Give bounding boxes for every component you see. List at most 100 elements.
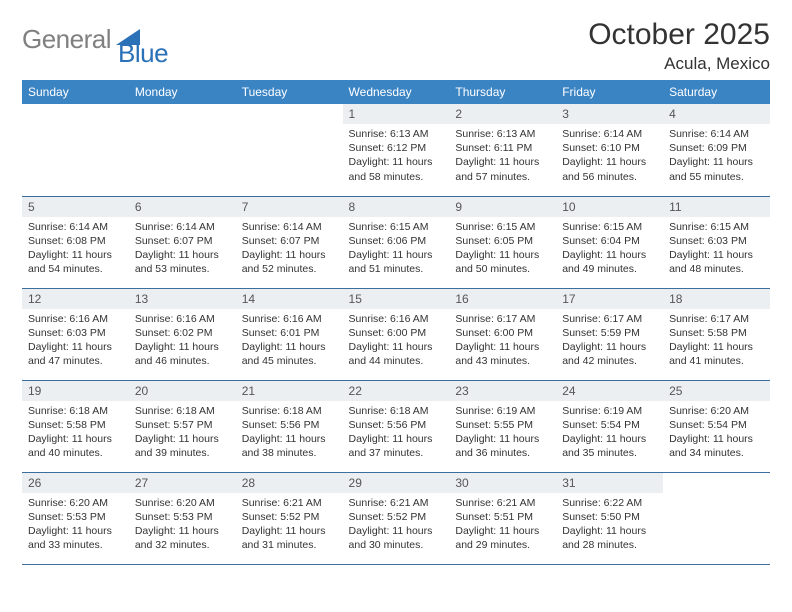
day-number: 29	[343, 473, 450, 493]
weekday-header-row: SundayMondayTuesdayWednesdayThursdayFrid…	[22, 80, 770, 104]
calendar-cell: 21Sunrise: 6:18 AMSunset: 5:56 PMDayligh…	[236, 380, 343, 472]
calendar-cell: 22Sunrise: 6:18 AMSunset: 5:56 PMDayligh…	[343, 380, 450, 472]
day-body: Sunrise: 6:18 AMSunset: 5:57 PMDaylight:…	[129, 401, 236, 465]
calendar-row: 1Sunrise: 6:13 AMSunset: 6:12 PMDaylight…	[22, 104, 770, 196]
day-body: Sunrise: 6:14 AMSunset: 6:09 PMDaylight:…	[663, 124, 770, 188]
day-number: 5	[22, 197, 129, 217]
calendar-cell: 12Sunrise: 6:16 AMSunset: 6:03 PMDayligh…	[22, 288, 129, 380]
calendar-cell: 7Sunrise: 6:14 AMSunset: 6:07 PMDaylight…	[236, 196, 343, 288]
calendar-cell: 30Sunrise: 6:21 AMSunset: 5:51 PMDayligh…	[449, 472, 556, 564]
day-number: 2	[449, 104, 556, 124]
weekday-header: Thursday	[449, 80, 556, 104]
calendar-row: 26Sunrise: 6:20 AMSunset: 5:53 PMDayligh…	[22, 472, 770, 564]
day-body: Sunrise: 6:17 AMSunset: 5:58 PMDaylight:…	[663, 309, 770, 373]
day-body: Sunrise: 6:15 AMSunset: 6:06 PMDaylight:…	[343, 217, 450, 281]
day-body: Sunrise: 6:16 AMSunset: 6:03 PMDaylight:…	[22, 309, 129, 373]
day-body: Sunrise: 6:16 AMSunset: 6:02 PMDaylight:…	[129, 309, 236, 373]
calendar-cell: 14Sunrise: 6:16 AMSunset: 6:01 PMDayligh…	[236, 288, 343, 380]
day-number: 9	[449, 197, 556, 217]
day-number: 26	[22, 473, 129, 493]
day-body: Sunrise: 6:14 AMSunset: 6:07 PMDaylight:…	[129, 217, 236, 281]
calendar-cell: 4Sunrise: 6:14 AMSunset: 6:09 PMDaylight…	[663, 104, 770, 196]
day-body: Sunrise: 6:13 AMSunset: 6:12 PMDaylight:…	[343, 124, 450, 188]
day-number: 13	[129, 289, 236, 309]
day-number: 18	[663, 289, 770, 309]
day-number: 31	[556, 473, 663, 493]
title-block: October 2025 Acula, Mexico	[588, 18, 770, 74]
calendar-cell: 31Sunrise: 6:22 AMSunset: 5:50 PMDayligh…	[556, 472, 663, 564]
weekday-header: Sunday	[22, 80, 129, 104]
day-number: 19	[22, 381, 129, 401]
day-body: Sunrise: 6:21 AMSunset: 5:51 PMDaylight:…	[449, 493, 556, 557]
calendar-cell: 16Sunrise: 6:17 AMSunset: 6:00 PMDayligh…	[449, 288, 556, 380]
calendar-cell: 10Sunrise: 6:15 AMSunset: 6:04 PMDayligh…	[556, 196, 663, 288]
day-number: 24	[556, 381, 663, 401]
calendar-cell: 29Sunrise: 6:21 AMSunset: 5:52 PMDayligh…	[343, 472, 450, 564]
day-number: 25	[663, 381, 770, 401]
day-number: 30	[449, 473, 556, 493]
day-body: Sunrise: 6:16 AMSunset: 6:00 PMDaylight:…	[343, 309, 450, 373]
day-number: 28	[236, 473, 343, 493]
calendar-cell: 13Sunrise: 6:16 AMSunset: 6:02 PMDayligh…	[129, 288, 236, 380]
day-number: 7	[236, 197, 343, 217]
weekday-header: Tuesday	[236, 80, 343, 104]
calendar-cell: 23Sunrise: 6:19 AMSunset: 5:55 PMDayligh…	[449, 380, 556, 472]
day-body: Sunrise: 6:20 AMSunset: 5:54 PMDaylight:…	[663, 401, 770, 465]
calendar-cell: 18Sunrise: 6:17 AMSunset: 5:58 PMDayligh…	[663, 288, 770, 380]
calendar-cell: 6Sunrise: 6:14 AMSunset: 6:07 PMDaylight…	[129, 196, 236, 288]
day-number: 27	[129, 473, 236, 493]
day-number: 14	[236, 289, 343, 309]
day-body: Sunrise: 6:17 AMSunset: 5:59 PMDaylight:…	[556, 309, 663, 373]
calendar-cell: 9Sunrise: 6:15 AMSunset: 6:05 PMDaylight…	[449, 196, 556, 288]
day-number: 22	[343, 381, 450, 401]
day-number: 8	[343, 197, 450, 217]
calendar-cell: 17Sunrise: 6:17 AMSunset: 5:59 PMDayligh…	[556, 288, 663, 380]
calendar-cell: 19Sunrise: 6:18 AMSunset: 5:58 PMDayligh…	[22, 380, 129, 472]
day-body: Sunrise: 6:19 AMSunset: 5:54 PMDaylight:…	[556, 401, 663, 465]
day-number: 17	[556, 289, 663, 309]
calendar-cell: 24Sunrise: 6:19 AMSunset: 5:54 PMDayligh…	[556, 380, 663, 472]
day-body: Sunrise: 6:14 AMSunset: 6:07 PMDaylight:…	[236, 217, 343, 281]
calendar-body: 1Sunrise: 6:13 AMSunset: 6:12 PMDaylight…	[22, 104, 770, 564]
day-number: 20	[129, 381, 236, 401]
day-body: Sunrise: 6:20 AMSunset: 5:53 PMDaylight:…	[22, 493, 129, 557]
calendar-cell: 20Sunrise: 6:18 AMSunset: 5:57 PMDayligh…	[129, 380, 236, 472]
day-number: 12	[22, 289, 129, 309]
calendar-cell	[129, 104, 236, 196]
weekday-header: Monday	[129, 80, 236, 104]
day-body: Sunrise: 6:18 AMSunset: 5:56 PMDaylight:…	[236, 401, 343, 465]
day-number: 3	[556, 104, 663, 124]
day-body: Sunrise: 6:18 AMSunset: 5:58 PMDaylight:…	[22, 401, 129, 465]
calendar-cell: 26Sunrise: 6:20 AMSunset: 5:53 PMDayligh…	[22, 472, 129, 564]
day-number: 11	[663, 197, 770, 217]
day-body: Sunrise: 6:22 AMSunset: 5:50 PMDaylight:…	[556, 493, 663, 557]
calendar-table: SundayMondayTuesdayWednesdayThursdayFrid…	[22, 80, 770, 565]
day-number: 6	[129, 197, 236, 217]
calendar-cell: 15Sunrise: 6:16 AMSunset: 6:00 PMDayligh…	[343, 288, 450, 380]
logo: General Blue	[22, 24, 194, 55]
day-body: Sunrise: 6:21 AMSunset: 5:52 PMDaylight:…	[236, 493, 343, 557]
calendar-cell: 25Sunrise: 6:20 AMSunset: 5:54 PMDayligh…	[663, 380, 770, 472]
calendar-cell: 2Sunrise: 6:13 AMSunset: 6:11 PMDaylight…	[449, 104, 556, 196]
location: Acula, Mexico	[588, 54, 770, 74]
day-body: Sunrise: 6:19 AMSunset: 5:55 PMDaylight:…	[449, 401, 556, 465]
day-body: Sunrise: 6:17 AMSunset: 6:00 PMDaylight:…	[449, 309, 556, 373]
weekday-header: Friday	[556, 80, 663, 104]
calendar-row: 19Sunrise: 6:18 AMSunset: 5:58 PMDayligh…	[22, 380, 770, 472]
calendar-cell: 27Sunrise: 6:20 AMSunset: 5:53 PMDayligh…	[129, 472, 236, 564]
logo-text-blue: Blue	[118, 38, 168, 68]
day-number: 1	[343, 104, 450, 124]
calendar-cell: 11Sunrise: 6:15 AMSunset: 6:03 PMDayligh…	[663, 196, 770, 288]
day-body: Sunrise: 6:21 AMSunset: 5:52 PMDaylight:…	[343, 493, 450, 557]
calendar-row: 12Sunrise: 6:16 AMSunset: 6:03 PMDayligh…	[22, 288, 770, 380]
day-body: Sunrise: 6:14 AMSunset: 6:10 PMDaylight:…	[556, 124, 663, 188]
calendar-cell: 1Sunrise: 6:13 AMSunset: 6:12 PMDaylight…	[343, 104, 450, 196]
weekday-header: Saturday	[663, 80, 770, 104]
header: General Blue October 2025 Acula, Mexico	[22, 18, 770, 74]
day-number: 10	[556, 197, 663, 217]
calendar-cell	[22, 104, 129, 196]
day-number: 16	[449, 289, 556, 309]
day-number: 4	[663, 104, 770, 124]
calendar-row: 5Sunrise: 6:14 AMSunset: 6:08 PMDaylight…	[22, 196, 770, 288]
day-number: 23	[449, 381, 556, 401]
